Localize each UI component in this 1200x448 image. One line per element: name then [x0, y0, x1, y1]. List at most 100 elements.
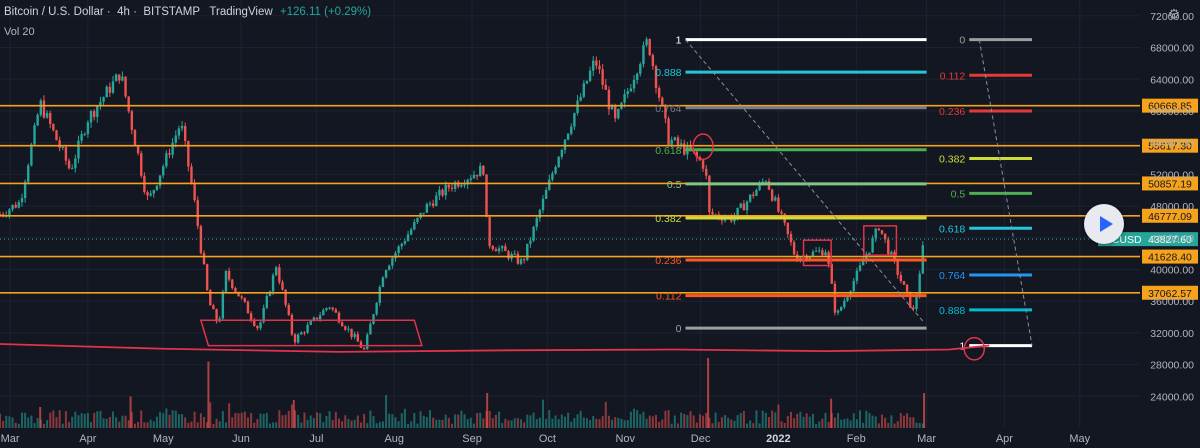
volume-bar — [432, 417, 435, 428]
candle-body — [202, 252, 206, 265]
volume-bar — [589, 420, 592, 428]
candle-body — [108, 86, 112, 93]
candle-body — [683, 143, 686, 155]
level-price-tag — [1142, 176, 1198, 191]
candle-body — [165, 153, 168, 167]
volume-bar — [513, 418, 516, 428]
candle-body — [221, 291, 225, 319]
candle-body — [777, 197, 780, 212]
volume-bar — [52, 410, 55, 428]
volume-bar — [796, 413, 799, 428]
volume-bar — [852, 413, 855, 428]
volume-bar — [692, 415, 695, 428]
volume-bar — [256, 419, 259, 428]
volume-bar — [159, 411, 162, 428]
x-tick-label: Mar — [917, 433, 936, 445]
candle-body — [642, 45, 645, 65]
volume-bar — [736, 415, 739, 428]
candle-body — [519, 259, 523, 264]
interval-label[interactable]: 4h — [117, 6, 130, 18]
volume-bar — [422, 415, 425, 428]
chart-header[interactable]: Bitcoin / U.S. Dollar · 4h · BITSTAMP Tr… — [4, 6, 372, 18]
fib-level-label: 0.382 — [939, 154, 965, 166]
volume-bar — [855, 419, 858, 428]
volume-bar — [538, 417, 541, 428]
candle-body — [466, 179, 469, 185]
candle-body — [861, 261, 865, 266]
volume-bar — [545, 418, 548, 428]
symbol-title[interactable]: Bitcoin / U.S. Dollar — [4, 6, 104, 18]
volume-bar — [457, 414, 460, 428]
volume-bar — [11, 417, 14, 428]
volume-bar — [472, 423, 475, 428]
volume-bar — [868, 412, 871, 428]
play-icon — [1100, 216, 1113, 232]
candle-body — [403, 241, 407, 244]
candle-body — [513, 253, 516, 255]
fib-level-label: 0 — [676, 323, 682, 335]
candle-body — [912, 307, 915, 309]
candle-body — [796, 254, 799, 262]
volume-bar — [397, 421, 400, 428]
candle-body — [909, 291, 912, 308]
volume-bar — [312, 418, 315, 428]
volume-bar — [413, 413, 416, 428]
volume-bar — [184, 417, 187, 428]
candle-body — [877, 228, 881, 231]
volume-bar — [111, 411, 114, 428]
candle-body — [830, 264, 833, 284]
candle-body — [224, 270, 228, 292]
candle-body — [409, 229, 413, 235]
volume-bar — [407, 423, 410, 428]
volume-bar — [601, 416, 604, 428]
candle-body — [899, 274, 903, 282]
volume-bar — [554, 415, 557, 428]
x-axis: Mar Apr May Jun Jul Aug Sep Oct Nov Dec 2022 Feb Mar… — [1, 433, 1091, 445]
candle-body — [431, 203, 435, 207]
candle-body — [595, 60, 598, 66]
volume-bar — [68, 421, 71, 428]
volume-bar — [33, 423, 36, 428]
volume-bar — [642, 411, 645, 428]
volume-bar — [287, 411, 290, 428]
volume-bar — [488, 410, 491, 428]
replay-button[interactable] — [1084, 204, 1124, 244]
volume-indicator-label[interactable]: Vol 20 — [4, 26, 35, 38]
candle-body — [381, 277, 385, 287]
candle-body — [400, 243, 403, 247]
candle-body — [378, 286, 381, 303]
volume-bar — [83, 413, 86, 428]
volume-bar — [290, 404, 293, 428]
volume-bar — [375, 423, 378, 428]
volume-bar — [435, 419, 438, 428]
level-price-tag — [1142, 98, 1198, 113]
volume-bar — [372, 416, 375, 428]
candle-body — [764, 181, 768, 183]
candle-body — [905, 284, 909, 292]
volume-bar — [24, 412, 27, 428]
volume-bar — [133, 423, 136, 428]
volume-bar — [155, 416, 158, 428]
volume-bar — [30, 415, 33, 428]
candle-body — [328, 307, 331, 309]
volume-bar — [74, 411, 77, 428]
candle-body — [896, 260, 899, 275]
candle-body — [548, 179, 551, 191]
candle-body — [315, 317, 319, 320]
candle-body — [388, 265, 391, 271]
candle-body — [61, 146, 64, 148]
candle-body — [366, 334, 369, 350]
candle-body — [275, 267, 278, 276]
candle-body — [836, 310, 840, 313]
volume-bar — [391, 414, 394, 428]
volume-bar — [811, 413, 814, 428]
candle-body — [30, 144, 33, 166]
candle-body — [821, 250, 824, 256]
gear-icon[interactable]: ⚙ — [1167, 6, 1181, 22]
volume-bar — [761, 410, 764, 428]
volume-bar — [799, 411, 802, 428]
exchange-label: BITSTAMP — [143, 6, 200, 18]
volume-bar — [491, 418, 494, 428]
volume-bar — [149, 419, 152, 428]
